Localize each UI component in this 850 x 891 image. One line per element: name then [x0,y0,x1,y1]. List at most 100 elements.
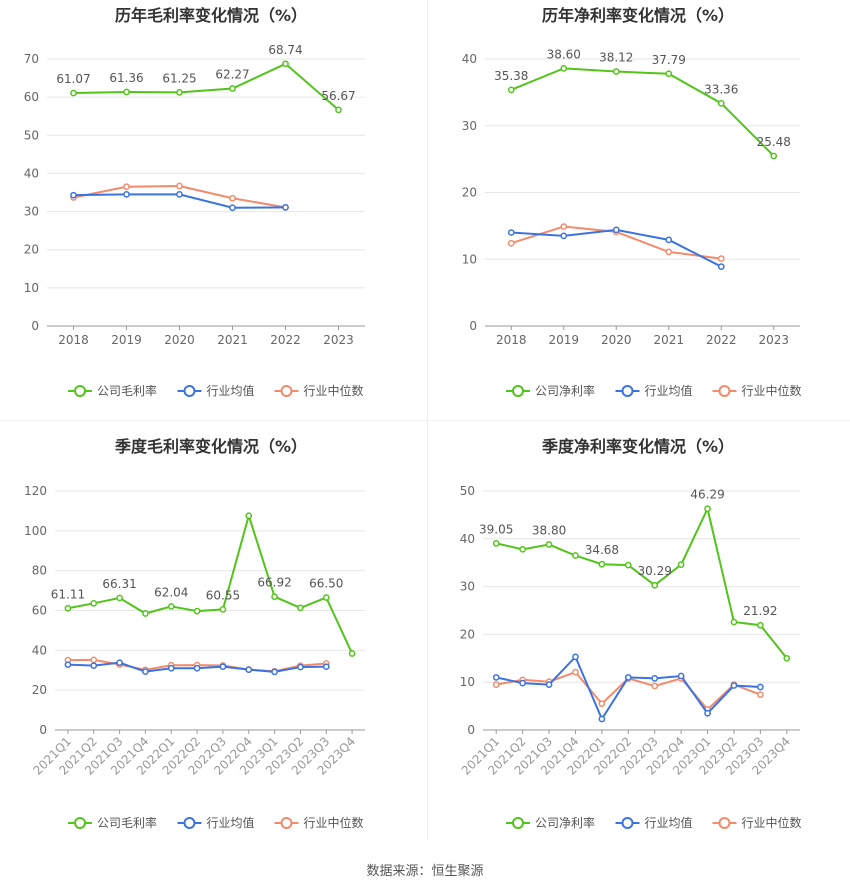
data-point [519,679,526,687]
legend-label: 行业均值 [645,815,693,830]
data-label: 25.48 [757,135,791,149]
y-tick-label: 30 [462,119,477,133]
data-point [219,606,227,613]
data-point [116,659,123,667]
data-point [717,263,725,270]
data-point [507,229,515,236]
data-point [598,715,606,723]
data-point [116,594,123,602]
chart-title: 季度净利率变化情况（%） [541,437,734,456]
data-label: 21.92 [743,604,777,618]
data-point [492,539,500,547]
data-label: 38.80 [532,524,566,538]
data-label: 34.68 [585,543,619,557]
legend-label: 公司净利率 [535,815,595,830]
data-point [229,194,236,202]
data-point [730,682,738,689]
data-point [90,656,98,664]
data-point [757,621,764,629]
data-point [142,610,149,617]
y-tick-label: 10 [462,252,477,266]
data-point [70,191,77,199]
chart-4: 季度净利率变化情况（%）010203040502021Q12021Q22021Q… [459,437,802,830]
data-point [282,204,289,211]
data-point [123,191,130,198]
x-tick-label: 2019 [111,333,142,347]
legend-marker-icon [280,817,293,829]
legend-item: 公司毛利率 [68,815,157,830]
chart-2: 历年净利率变化情况（%） 0 10 20 30 40 2018 2019 2020 2021 202… [462,6,802,398]
y-tick-label: 60 [32,604,47,618]
chart-title: 历年净利率变化情况（%） [542,6,734,25]
chart-1: 历年毛利率变化情况（%） 0 10 20 30 40 50 60 70 2018 2019 2020 2… [24,6,365,398]
data-point [229,85,236,92]
data-label: 60.55 [206,588,240,602]
legend-marker-icon [183,385,196,397]
legend-item: 行业中位数 [712,383,802,398]
data-point [757,691,764,698]
data-point [665,248,673,256]
data-point [142,668,149,675]
data-point [70,89,77,97]
data-point [219,663,227,671]
data-point [598,560,606,568]
x-tick-label: 2021 [653,333,684,347]
series-line-company [73,62,340,111]
data-point [123,88,130,96]
legend-item: 行业均值 [177,815,255,830]
data-label: 61.07 [56,72,90,86]
y-tick-label: 50 [460,484,475,498]
data-point [704,709,711,717]
y-tick-label: 120 [24,484,47,498]
data-point [297,663,304,671]
legend-label: 行业中位数 [742,815,802,830]
data-point [245,512,253,520]
data-point [193,664,201,672]
data-label: 66.31 [102,577,136,591]
data-point [176,89,183,96]
data-label: 38.12 [599,51,633,65]
y-tick-label: 40 [462,52,477,66]
data-label: 66.50 [309,577,343,591]
data-point [770,152,778,160]
x-tick-label: 2023 [758,333,789,347]
legend-marker-icon [183,817,196,829]
chart-title: 历年毛利率变化情况（%） [115,6,307,25]
data-point [348,650,356,657]
data-point [335,106,342,114]
x-tick-label: 2018 [496,333,527,347]
x-tick-label: 2020 [601,333,632,347]
series-line-industry-avg [495,655,761,722]
legend-marker-icon [621,385,634,397]
x-tick-label: 2021 [217,333,248,347]
data-point [704,505,711,513]
y-tick-label: 10 [24,281,39,295]
y-tick-label: 0 [39,723,47,737]
data-point [271,593,278,601]
y-tick-label: 30 [460,580,475,594]
y-tick-label: 20 [32,683,47,697]
legend-item: 公司净利率 [506,383,595,398]
y-tick-label: 20 [24,243,39,257]
series-line-company [67,512,353,654]
legend-marker-icon [74,385,86,397]
chart-3: 季度毛利率变化情况（%）0204060801001202021Q12021Q22… [24,437,365,830]
legend-marker-icon [718,817,731,829]
data-point [123,183,130,191]
data-point [757,683,764,691]
data-point [612,226,620,234]
data-label: 62.27 [215,67,249,81]
data-label: 33.36 [704,82,738,96]
data-point [651,675,659,682]
data-point [176,182,183,190]
data-point [677,561,685,568]
data-point [545,681,553,688]
y-tick-label: 40 [32,643,47,657]
data-label: 38.60 [547,47,581,61]
data-label: 61.25 [162,71,196,85]
data-point [167,664,175,672]
legend-marker-icon [718,385,731,397]
data-point [560,232,568,240]
legend-marker-icon [74,817,86,829]
